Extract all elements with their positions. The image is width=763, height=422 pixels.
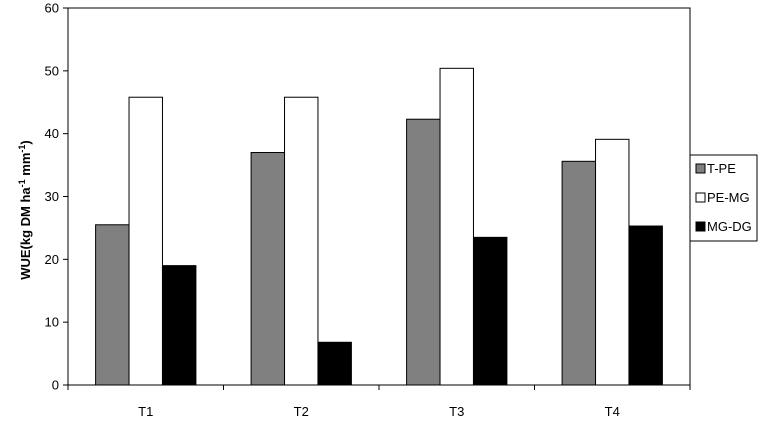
x-axis: T1 T2 T3 T4: [67, 385, 691, 419]
y-axis-title-main: WUE(kg DM ha: [18, 187, 33, 280]
bar-pe-mg-t3: [439, 67, 474, 386]
y-tick-label: 40: [45, 126, 59, 141]
y-axis-title-sup2: -1: [17, 145, 27, 153]
x-tick-label: T4: [605, 404, 620, 419]
y-tick-label: 20: [45, 252, 59, 267]
bar-t-pe-t1: [95, 224, 130, 386]
bar-t-pe-t2: [250, 152, 286, 386]
bar-pe-mg-t4: [595, 138, 630, 386]
bar-pe-mg-t1: [128, 96, 163, 386]
x-tick-label: T3: [449, 404, 464, 419]
x-tick-label: T2: [294, 404, 309, 419]
y-axis-title-sup1: -1: [17, 179, 27, 187]
bar-t-pe-t4: [561, 160, 597, 386]
legend-swatch: [695, 221, 706, 232]
y-tick-label: 0: [52, 378, 59, 393]
bar-mg-dg-t2: [317, 341, 352, 386]
bar-mg-dg-t1: [161, 265, 197, 386]
y-axis-title-end: ): [18, 140, 33, 144]
y-tick-label: 30: [45, 189, 59, 204]
legend-label: MG-DG: [707, 219, 752, 234]
bar-mg-dg-t3: [472, 236, 508, 386]
y-axis: 0 10 20 30 40 50 60: [45, 1, 68, 393]
bars: [95, 67, 663, 386]
bar-mg-dg-t4: [628, 225, 663, 386]
x-tick-label: T1: [138, 404, 153, 419]
legend-swatch: [695, 192, 706, 203]
legend-label: PE-MG: [707, 190, 750, 205]
y-tick-label: 60: [45, 1, 59, 16]
bar-t-pe-t3: [406, 118, 441, 386]
y-tick-label: 10: [45, 315, 59, 330]
y-tick-label: 50: [45, 63, 59, 78]
legend: T-PE PE-MG MG-DG: [689, 154, 758, 242]
legend-swatch: [695, 163, 706, 174]
y-axis-title-mid: mm: [18, 153, 33, 180]
y-axis-title: WUE(kg DM ha-1 mm-1): [17, 140, 33, 280]
legend-label: T-PE: [707, 161, 736, 176]
bar-pe-mg-t2: [284, 96, 319, 386]
